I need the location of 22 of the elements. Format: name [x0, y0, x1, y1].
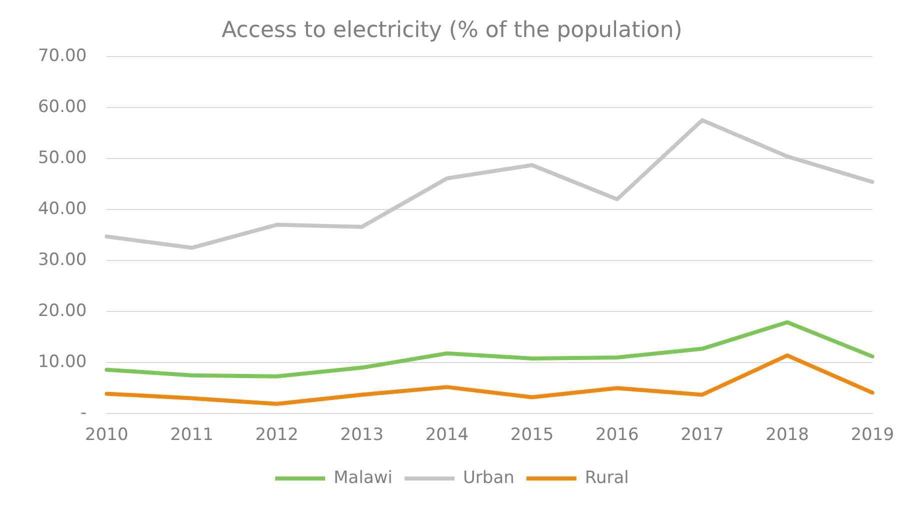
x-tick-label: 2016: [596, 425, 639, 446]
x-tick-label: 2014: [425, 425, 469, 446]
y-tick-label: 10.00: [38, 352, 87, 372]
x-tick-label: 2019: [850, 425, 894, 446]
x-tick-label: 2015: [510, 425, 554, 446]
y-tick-label: 50.00: [38, 148, 87, 168]
legend-label: Urban: [462, 468, 514, 488]
y-tick-label: 40.00: [38, 198, 87, 219]
x-tick-label: 2017: [680, 425, 724, 446]
legend-label: Rural: [584, 468, 629, 488]
x-tick-label: 2013: [340, 425, 384, 446]
x-tick-label: 2010: [85, 425, 128, 446]
y-tick-label: 30.00: [38, 250, 87, 270]
y-tick-label: 60.00: [38, 96, 87, 117]
x-tick-label: 2011: [170, 425, 214, 446]
y-tick-label: -: [80, 403, 87, 424]
y-tick-label: 20.00: [38, 300, 87, 321]
legend-label: Malawi: [334, 468, 392, 488]
chart-title: Access to electricity (% of the population): [222, 18, 682, 43]
x-tick-label: 2018: [766, 425, 809, 446]
y-tick-label: 70.00: [38, 46, 87, 66]
x-tick-label: 2012: [255, 425, 298, 446]
